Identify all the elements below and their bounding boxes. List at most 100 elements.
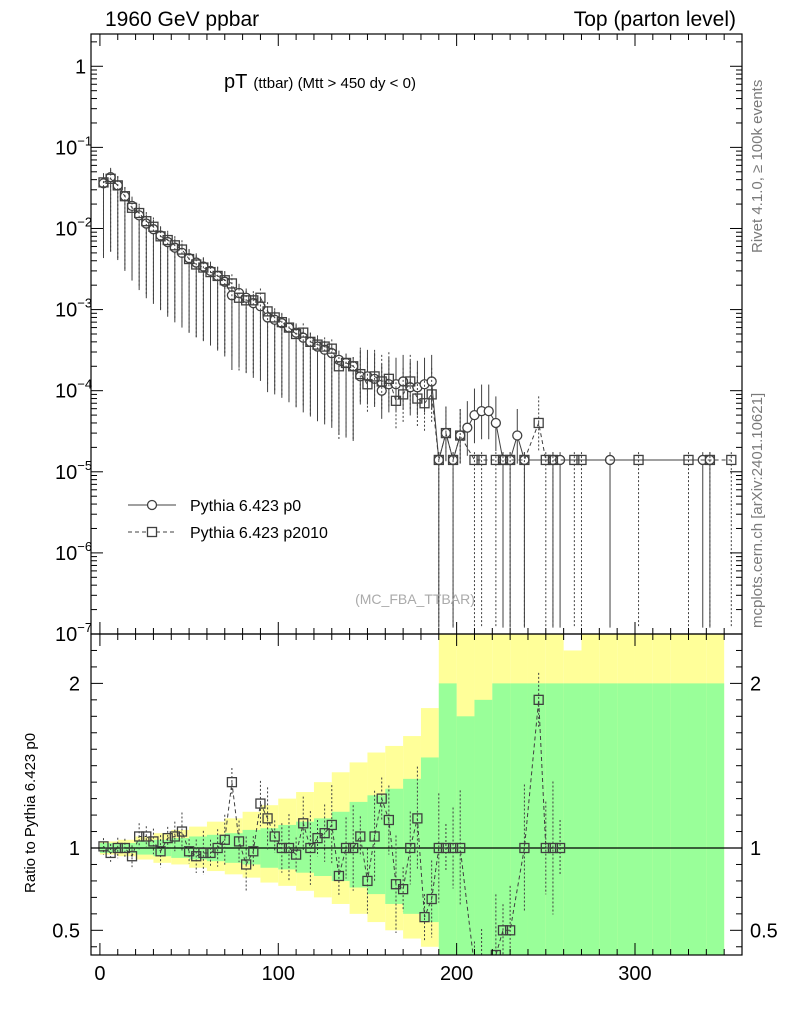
ratio-point: [198, 847, 209, 859]
tick-exponent: −7: [77, 620, 92, 635]
ratio-point: [233, 836, 245, 847]
data-point-p2010: [376, 376, 387, 387]
ratio-point: [433, 842, 444, 854]
green-band-bin: [545, 683, 564, 955]
ratio-y-tick-label-left: 0.5: [52, 920, 80, 942]
data-point-p2010: [533, 417, 544, 429]
ratio-point: [119, 842, 131, 854]
data-point-p2010: [326, 343, 337, 354]
data-point-p2010: [148, 221, 159, 232]
ratio-point: [355, 831, 366, 842]
data-point-p2010: [255, 292, 266, 303]
ratio-point: [219, 834, 230, 845]
ratio-point: [362, 875, 373, 887]
data-point-p2010: [497, 454, 509, 466]
legend: Pythia 6.423 p0 Pythia 6.423 p2010: [128, 498, 328, 542]
data-point-p2010: [98, 177, 109, 188]
ratio-point: [262, 813, 273, 824]
ratio-frame: [90, 633, 743, 956]
x-tick-label: 0: [94, 963, 105, 985]
tick-exponent: −5: [77, 458, 92, 473]
data-point-p2010: [112, 180, 123, 191]
ratio-point: [162, 832, 173, 844]
ratio-point: [547, 842, 559, 854]
data-point-p2010: [134, 207, 145, 219]
data-point-p2010: [155, 231, 166, 242]
data-point-p2010: [283, 322, 295, 333]
ratio-point: [212, 842, 223, 854]
data-point-p2010: [312, 339, 323, 350]
legend-marker-p2010: [146, 526, 158, 538]
green-band-bin: [313, 818, 332, 876]
ratio-point: [176, 826, 188, 837]
data-point-p2010: [519, 454, 530, 466]
green-band-bin: [403, 778, 421, 914]
ratio-point: [540, 842, 551, 854]
data-point-p2010: [683, 454, 694, 466]
data-point-p2010: [355, 368, 366, 380]
data-point-p0: [483, 405, 494, 417]
data-point-p2010: [141, 216, 152, 227]
main-series: [98, 167, 737, 628]
tick-exponent: −1: [77, 133, 92, 148]
tick-exponent: −6: [77, 539, 92, 554]
data-point-p2010: [704, 454, 716, 466]
green-band-bin: [438, 683, 457, 955]
ratio-point: [376, 793, 387, 804]
main-frame: [90, 33, 743, 635]
legend-label-p2010: Pythia 6.423 p2010: [190, 525, 328, 542]
tick-mantissa: 10: [55, 300, 77, 322]
main-y-tick-label: 10−5: [55, 458, 92, 484]
ratio-uncertainty-bands: [99, 634, 725, 955]
ratio-point: [554, 842, 566, 854]
data-point-p2010: [191, 259, 202, 270]
data-point-p2010: [319, 341, 330, 352]
ratio-point: [504, 925, 516, 936]
tick-mantissa: 10: [55, 137, 77, 159]
ratio-point: [477, 967, 486, 976]
green-band-bin: [349, 801, 368, 888]
tick-exponent: −2: [77, 214, 92, 229]
ratio-point: [426, 893, 437, 905]
green-band-bin: [474, 699, 493, 955]
ratio-point: [298, 818, 309, 829]
data-point-p2010: [383, 373, 395, 384]
green-band-bin: [527, 683, 546, 955]
ratio-y-tick-label-right: 0.5: [750, 920, 778, 942]
data-point-p2010: [290, 328, 302, 340]
data-point-p2010: [298, 327, 309, 338]
main-y-tick-label: 10−4: [55, 377, 92, 403]
green-band-bin: [456, 716, 475, 955]
ratio-point: [369, 831, 380, 842]
ratio-y-axis-label: Ratio to Pythia 6.423 p0: [22, 732, 39, 893]
legend-label-p0: Pythia 6.423 p0: [190, 498, 301, 515]
data-point-p2010: [219, 275, 230, 286]
ratio-point: [533, 694, 544, 705]
green-band-bin: [688, 683, 707, 955]
green-band-bin: [670, 683, 689, 955]
ratio-y-tick-label-left: 1: [69, 838, 80, 860]
green-band-bin: [367, 795, 386, 895]
ratio-point: [340, 842, 352, 854]
data-point-p2010: [426, 389, 437, 400]
green-band-bin: [420, 757, 439, 923]
tick-mantissa: 10: [55, 381, 77, 403]
chart-title-main: pT: [224, 71, 247, 93]
x-tick-label: 200: [440, 963, 473, 985]
data-point-p2010: [726, 454, 737, 466]
data-point-p2010: [119, 191, 131, 202]
ratio-point: [383, 814, 395, 826]
ratio-point: [319, 828, 330, 839]
data-point-p2010: [183, 253, 195, 265]
x-tick-label: 100: [262, 963, 295, 985]
tick-labels: 110−110−210−310−410−510−610−70.5 0.51 12 20…: [52, 56, 778, 985]
data-point-p2010: [405, 376, 416, 387]
ratio-point: [419, 911, 430, 923]
data-point-p0: [462, 422, 473, 433]
axes: [90, 33, 743, 956]
ratio-point: [290, 849, 302, 860]
green-band-bin: [563, 683, 582, 955]
ratio-point: [269, 831, 280, 842]
header-right-label: Top (parton level): [573, 8, 736, 31]
